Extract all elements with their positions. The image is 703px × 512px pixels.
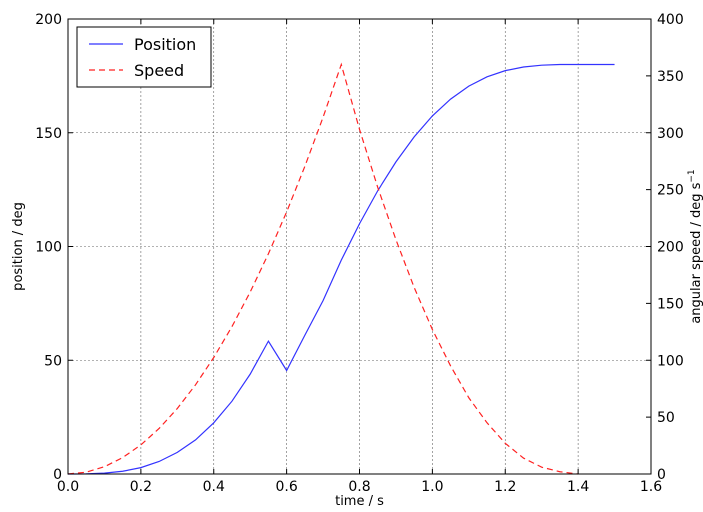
legend: Position Speed: [76, 26, 212, 88]
legend-label-position: Position: [134, 35, 196, 54]
series-line-position: [67, 63, 615, 475]
y-right-tick-label: 400: [657, 12, 684, 28]
y-right-tick-label: 100: [657, 353, 684, 369]
y-right-axis-label-superscript: −1: [687, 169, 697, 182]
y-right-tick-label: 150: [657, 296, 684, 312]
y-right-tick-label: 0: [657, 467, 666, 483]
y-right-tick-label: 200: [657, 240, 684, 256]
x-tick-label: 1.4: [567, 479, 589, 495]
x-tick-label: 0.2: [130, 479, 152, 495]
y-right-tick-label: 350: [657, 69, 684, 85]
y-right-axis-label: angular speed / deg s−1: [687, 169, 703, 323]
series-layer: [67, 62, 615, 475]
x-tick-label: 1.6: [640, 479, 662, 495]
x-tick-label: 1.2: [494, 479, 516, 495]
x-tick-label: 0.8: [348, 479, 370, 495]
y-right-axis-label-main: angular speed / deg s: [689, 182, 703, 323]
tick-layer: 0.0 0.2 0.4 0.6 0.8 1.0 1.2 1.4 1.60501001502000…: [35, 12, 683, 495]
x-tick-label: 1.0: [421, 479, 443, 495]
y-right-tick-label: 50: [657, 410, 675, 426]
y-left-tick-label: 150: [35, 126, 62, 142]
y-left-tick-label: 200: [35, 12, 62, 28]
x-tick-label: 0.6: [275, 479, 297, 495]
x-tick-label: 0.4: [203, 479, 225, 495]
y-right-tick-label: 250: [657, 183, 684, 199]
x-axis-label: time / s: [335, 494, 384, 509]
y-left-tick-label: 50: [44, 353, 62, 369]
y-right-tick-label: 300: [657, 126, 684, 142]
x-tick-label: 0.0: [57, 479, 79, 495]
y-left-axis-label: position / deg: [11, 202, 26, 291]
y-left-tick-label: 100: [35, 240, 62, 256]
legend-label-speed: Speed: [134, 61, 184, 80]
legend-box: [76, 26, 212, 88]
grid-lines: [68, 19, 651, 474]
series-line-speed: [67, 62, 579, 475]
y-left-tick-label: 0: [53, 467, 62, 483]
